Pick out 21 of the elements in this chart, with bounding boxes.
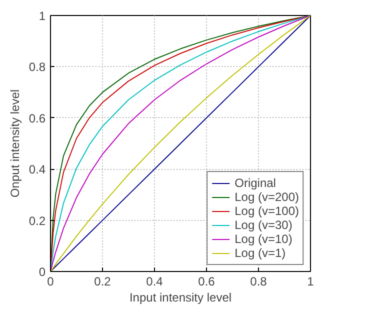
x-tick-label: 0 xyxy=(47,274,54,288)
legend-label: Log (v=30) xyxy=(234,218,292,232)
legend-label: Log (v=10) xyxy=(234,232,292,246)
legend-label: Log (v=100) xyxy=(234,204,299,218)
y-tick-label: 0.8 xyxy=(28,60,46,74)
y-tick-label: 0.4 xyxy=(28,162,46,177)
y-tick-label: 0 xyxy=(38,265,46,279)
x-tick-label: 1 xyxy=(307,274,314,288)
y-tick-label: 0.6 xyxy=(28,111,46,126)
x-tick-label: 0.2 xyxy=(94,274,112,288)
y-tick-label: 1 xyxy=(38,9,46,23)
line-series xyxy=(50,16,310,272)
y-tick-label: 0.2 xyxy=(28,214,46,228)
x-tick-label: 0.4 xyxy=(146,274,164,288)
legend-label: Original xyxy=(234,176,276,190)
legend-label: Log (v=1) xyxy=(234,246,286,260)
legend-label: Log (v=200) xyxy=(234,190,299,204)
x-axis-title: Input intensity level xyxy=(129,290,232,304)
x-tick-label: 0.8 xyxy=(250,274,268,288)
y-axis-title: Onput intensity level xyxy=(8,89,22,198)
x-tick-label: 0.6 xyxy=(198,274,216,288)
